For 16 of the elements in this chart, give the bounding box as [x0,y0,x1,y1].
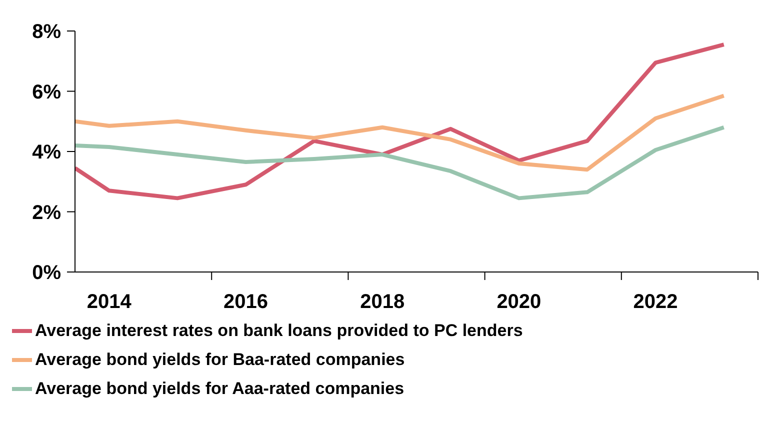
y-tick-label: 8% [32,21,62,43]
x-tick-label: 2022 [633,291,678,313]
line-series [75,94,726,172]
line-series [75,125,726,200]
y-tick-label: 0% [32,262,62,284]
line-series [75,42,726,200]
legend-label: Average interest rates on bank loans provided to PC lenders [35,320,523,342]
legend-label: Average bond yields for Aaa-rated companies [35,378,404,400]
x-tick-label: 2016 [224,291,268,313]
x-tick-label: 2018 [360,291,405,313]
y-tick-label: 6% [32,81,62,104]
y-tick-label: 4% [32,142,62,164]
x-tick-label: 2020 [496,291,542,313]
x-tick-label: 2014 [86,291,132,313]
y-tick-label: 2% [32,202,62,224]
legend-label: Average bond yields for Baa-rated companies [35,349,405,371]
